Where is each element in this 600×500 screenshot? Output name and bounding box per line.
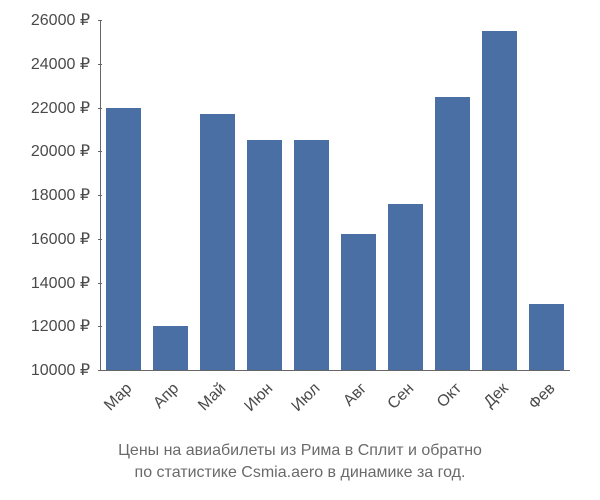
- x-tick-label: Май: [195, 380, 230, 415]
- y-tick-mark: [98, 370, 102, 371]
- y-tick-label: 24000 ₽: [31, 54, 90, 74]
- y-tick-label: 26000 ₽: [31, 10, 90, 30]
- y-tick-label: 16000 ₽: [31, 229, 90, 249]
- y-tick-label: 10000 ₽: [31, 360, 90, 380]
- bar-slot: [476, 20, 523, 370]
- x-axis: Мар Апр Май Июн Июл Авг Сен Окт Дек Фев: [100, 372, 570, 442]
- plot-area: [100, 20, 570, 370]
- bars-group: [100, 20, 570, 370]
- y-tick-label: 14000 ₽: [31, 273, 90, 293]
- x-tick-label: Авг: [341, 380, 371, 410]
- y-tick-label: 20000 ₽: [31, 141, 90, 161]
- x-tick-label: Окт: [433, 380, 465, 412]
- bar-slot: [100, 20, 147, 370]
- y-tick-mark: [98, 195, 102, 196]
- bar-slot: [382, 20, 429, 370]
- bar: [529, 304, 565, 370]
- y-tick-label: 12000 ₽: [31, 316, 90, 336]
- y-tick-mark: [98, 20, 102, 21]
- bar: [388, 204, 424, 370]
- bar-slot: [429, 20, 476, 370]
- bar-slot: [194, 20, 241, 370]
- x-tick-label: Июн: [242, 380, 278, 416]
- x-axis-line: [100, 370, 570, 371]
- bar-slot: [241, 20, 288, 370]
- x-tick-label: Мар: [101, 380, 136, 415]
- bar: [247, 140, 283, 370]
- y-tick-label: 18000 ₽: [31, 185, 90, 205]
- y-tick-mark: [98, 239, 102, 240]
- y-tick-mark: [98, 283, 102, 284]
- x-tick-label: Апр: [151, 380, 184, 413]
- bar: [200, 114, 236, 370]
- y-tick-mark: [98, 108, 102, 109]
- caption-line-2: по статистике Csmia.aero в динамике за г…: [135, 464, 466, 481]
- bar-slot: [147, 20, 194, 370]
- y-tick-mark: [98, 64, 102, 65]
- caption-line-1: Цены на авиабилеты из Рима в Сплит и обр…: [118, 442, 482, 459]
- bar: [294, 140, 330, 370]
- x-tick-label: Июл: [289, 380, 325, 416]
- chart-caption: Цены на авиабилеты из Рима в Сплит и обр…: [0, 440, 600, 485]
- x-tick-label: Фев: [526, 380, 560, 414]
- bar: [341, 234, 377, 370]
- y-tick-mark: [98, 151, 102, 152]
- bar: [482, 31, 518, 370]
- x-tick-label: Сен: [385, 380, 418, 413]
- bar: [153, 326, 189, 370]
- x-tick-label: Дек: [481, 380, 513, 412]
- bar: [435, 97, 471, 370]
- bar-slot: [335, 20, 382, 370]
- y-tick-label: 22000 ₽: [31, 98, 90, 118]
- bar-slot: [523, 20, 570, 370]
- price-chart: 10000 ₽ 12000 ₽ 14000 ₽ 16000 ₽ 18000 ₽ 20000…: [0, 0, 600, 500]
- bar-slot: [288, 20, 335, 370]
- y-axis: 10000 ₽12000 ₽14000 ₽16000 ₽18000 ₽20000…: [0, 20, 95, 370]
- y-tick-mark: [98, 326, 102, 327]
- bar: [106, 108, 142, 371]
